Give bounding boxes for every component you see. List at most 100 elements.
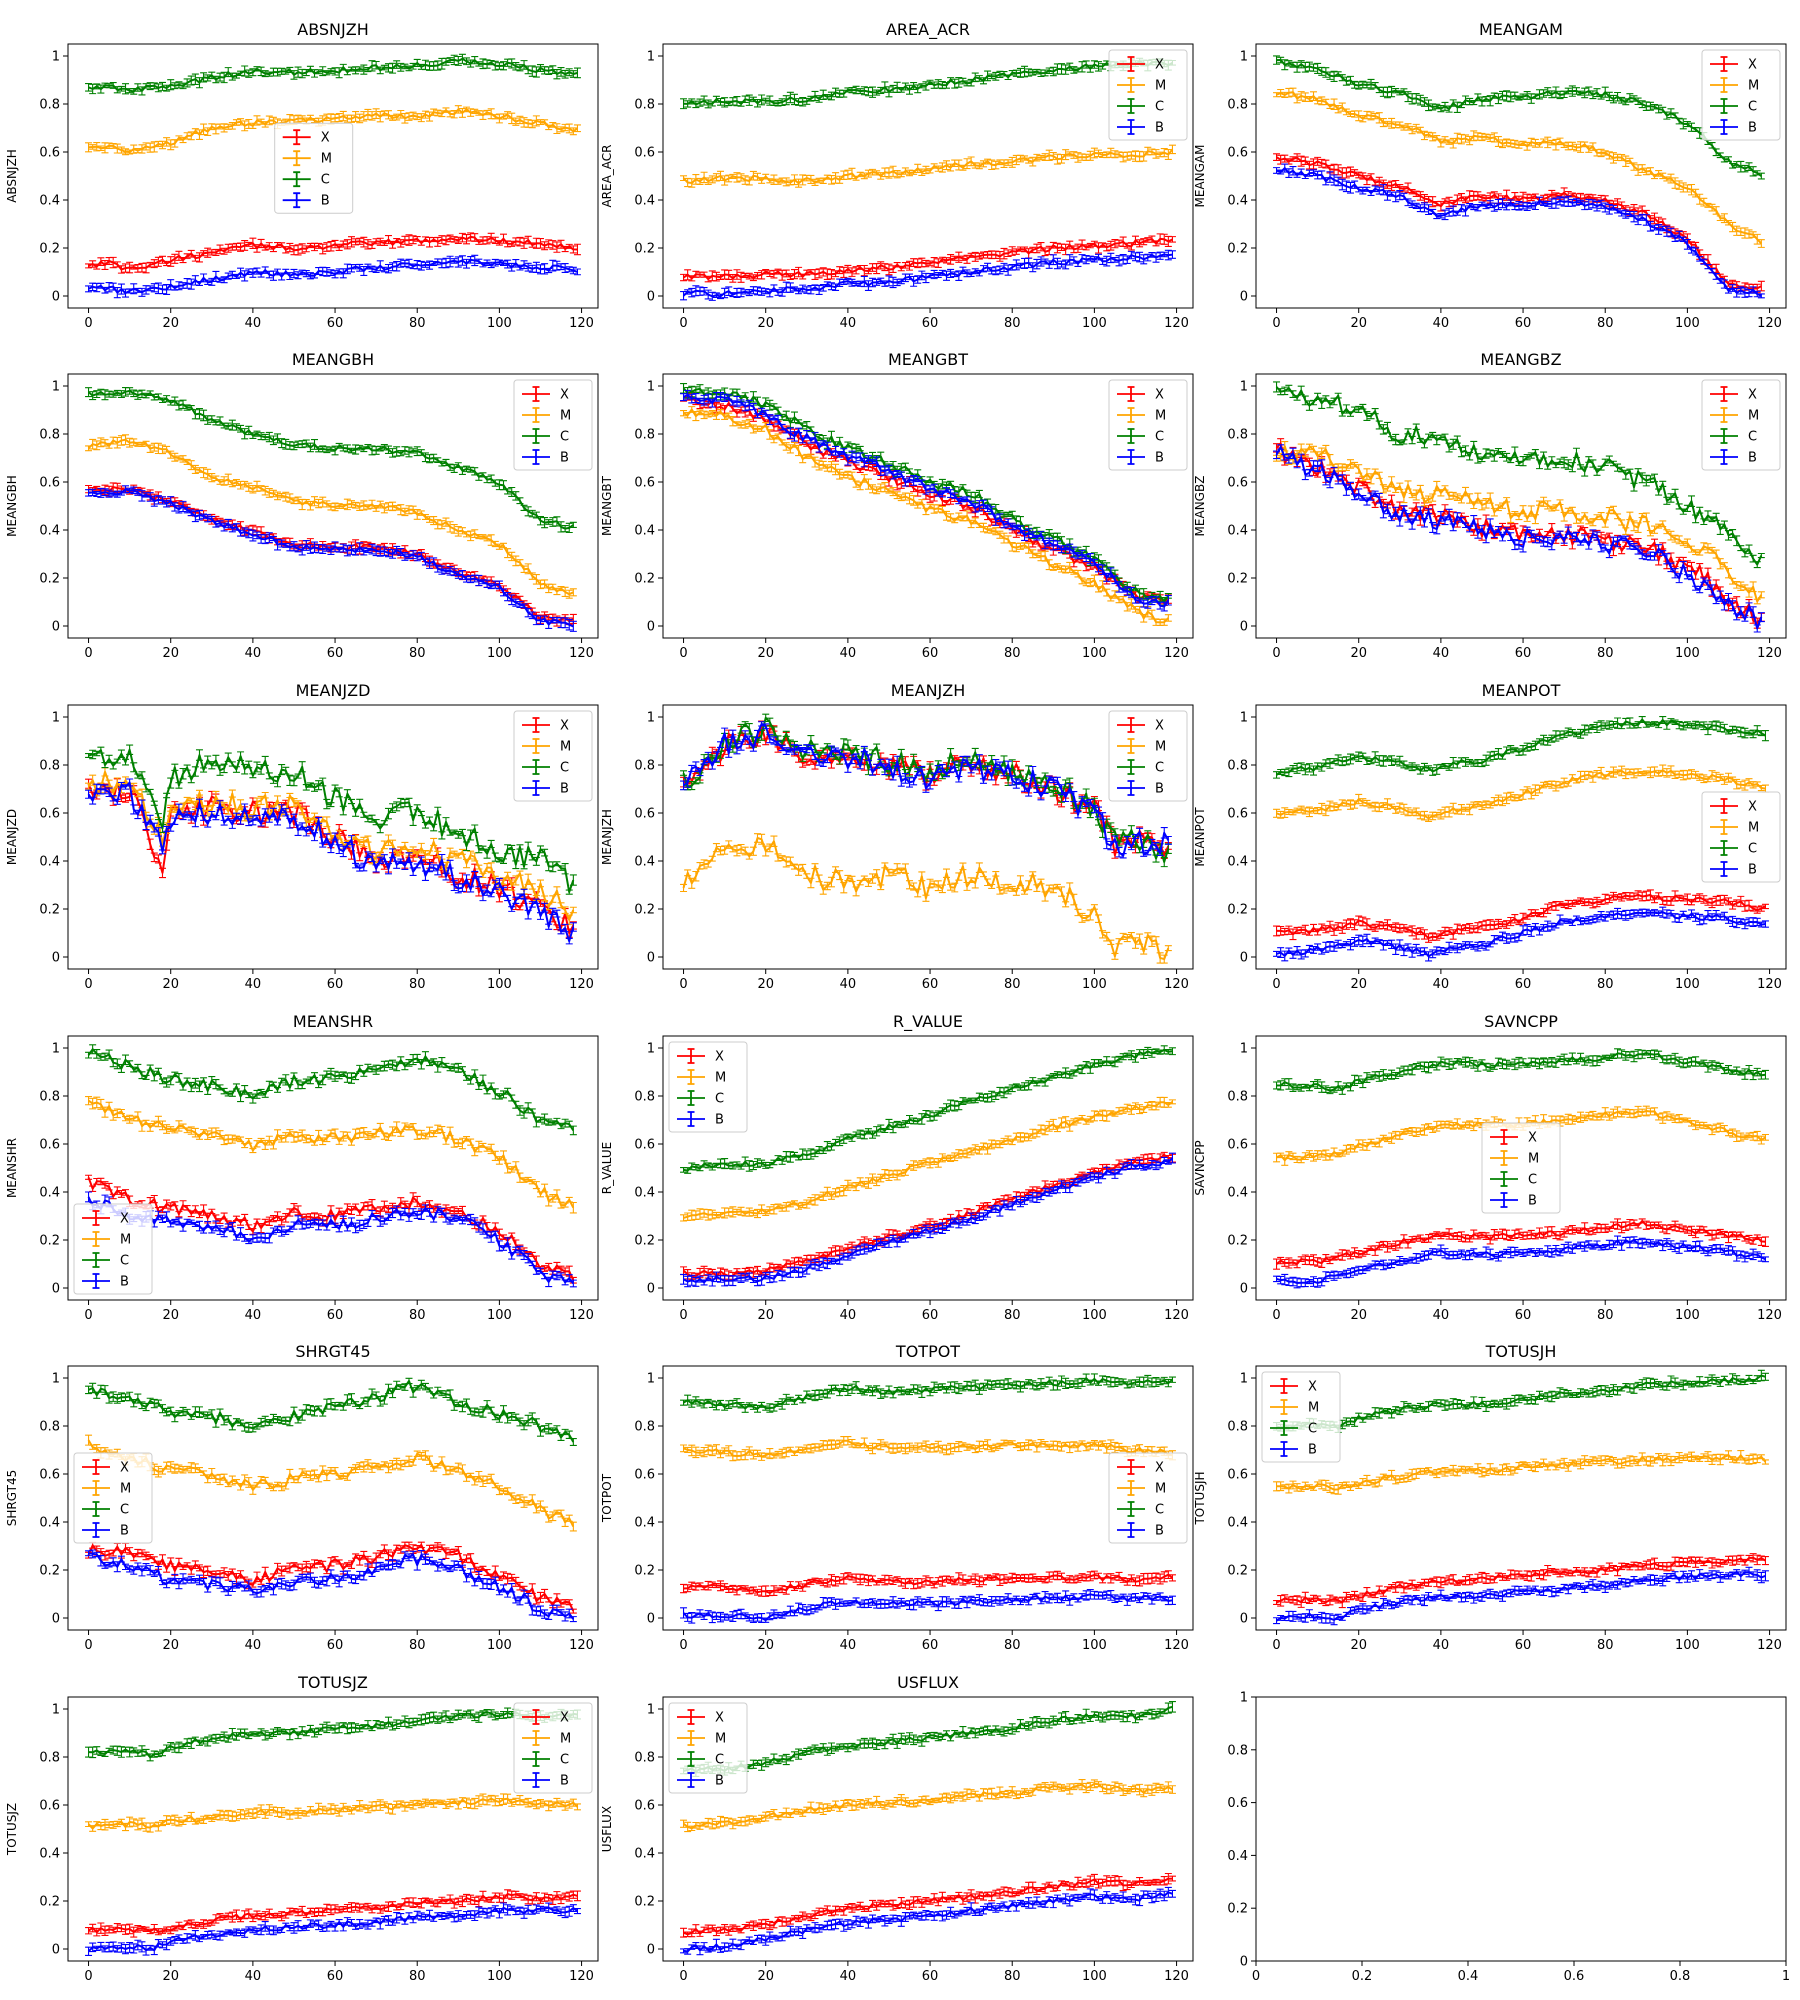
- series-line-x: [88, 235, 578, 271]
- panel-title: MEANPOT: [1482, 681, 1561, 700]
- series-line-b: [1276, 167, 1762, 297]
- y-tick-label: 0.6: [1227, 476, 1248, 491]
- legend-label-c: C: [321, 173, 330, 188]
- y-tick-label: 0.8: [39, 98, 60, 113]
- y-tick-label: 0.4: [634, 194, 655, 209]
- x-tick-label: 80: [1004, 316, 1021, 331]
- y-tick-label: 0.4: [1227, 194, 1248, 209]
- x-tick-label: 60: [327, 646, 344, 661]
- y-tick-label: 0.8: [1227, 98, 1248, 113]
- y-tick-label: 0.8: [634, 98, 655, 113]
- series-b: [680, 389, 1172, 612]
- legend-label-x: X: [1748, 388, 1757, 403]
- y-tick-label: 0.6: [39, 476, 60, 491]
- x-tick-label: 60: [922, 977, 939, 992]
- y-tick-label: 0: [52, 951, 60, 966]
- legend-label-b: B: [560, 451, 569, 466]
- panel-title: MEANGBZ: [1480, 350, 1561, 369]
- x-tick-label: 20: [1350, 646, 1367, 661]
- x-tick-label: 40: [245, 977, 262, 992]
- x-tick-label: 0: [84, 316, 92, 331]
- series-m: [85, 105, 581, 156]
- legend-label-c: C: [1748, 430, 1757, 445]
- subplot-meanjzd: 0 20 40 60 80 100 12000.20.40.60.81MEANJZDMEAN…: [5, 681, 599, 992]
- y-tick-label: 0.4: [1227, 524, 1248, 539]
- y-tick-label: 0: [647, 290, 655, 305]
- y-tick-label: 1: [647, 711, 655, 726]
- y-tick-label: 1: [52, 50, 60, 65]
- x-tick-label: 40: [1433, 316, 1450, 331]
- legend-label-x: X: [321, 131, 330, 146]
- y-tick-label: 0.6: [634, 807, 655, 822]
- subplot-meanshr: 0 20 40 60 80 100 12000.20.40.60.81MEANSHRMEAN…: [5, 1012, 599, 1323]
- x-tick-label: 80: [409, 1308, 426, 1323]
- x-tick-label: 80: [409, 316, 426, 331]
- series-b: [85, 254, 581, 299]
- error-bar: [569, 874, 577, 886]
- panel-title: MEANGBT: [888, 350, 968, 369]
- y-tick-label: 0.4: [634, 855, 655, 870]
- y-tick-label: 0.8: [1227, 428, 1248, 443]
- y-axis-label: MEANGBZ: [1193, 476, 1207, 537]
- x-tick-label: 0: [679, 977, 687, 992]
- y-axis-label: MEANGAM: [1193, 145, 1207, 208]
- legend-label-c: C: [1155, 100, 1164, 115]
- x-tick-label: 0: [1272, 646, 1280, 661]
- x-tick-label: 80: [1597, 646, 1614, 661]
- series-x: [680, 233, 1176, 283]
- series-c: [680, 57, 1176, 110]
- y-tick-label: 0: [52, 290, 60, 305]
- subplot-meangbh: 0 20 40 60 80 100 12000.20.40.60.81MEANGBHMEAN…: [5, 350, 599, 661]
- legend-label-m: M: [1155, 740, 1166, 755]
- legend-label-m: M: [1748, 79, 1759, 94]
- x-tick-label: 60: [922, 316, 939, 331]
- series-line-x: [1276, 893, 1766, 940]
- x-tick-label: 120: [1164, 977, 1189, 992]
- x-tick-label: 80: [1004, 977, 1021, 992]
- series-line-m: [87, 438, 574, 596]
- x-tick-label: 80: [409, 646, 426, 661]
- legend-label-m: M: [560, 409, 571, 424]
- x-tick-label: 120: [569, 646, 594, 661]
- legend-label-c: C: [1748, 100, 1757, 115]
- panel-title: AREA_ACR: [886, 20, 970, 40]
- series-line-m: [88, 108, 579, 153]
- y-tick-label: 0.2: [634, 242, 655, 257]
- y-tick-label: 0: [1240, 951, 1248, 966]
- series-line-x: [1275, 156, 1762, 290]
- subplot-meangbz: 0 20 40 60 80 100 12000.20.40.60.81MEANGBZMEAN…: [1193, 350, 1787, 661]
- legend-label-c: C: [1155, 761, 1164, 776]
- legend-label-b: B: [560, 782, 569, 797]
- y-tick-label: 1: [52, 711, 60, 726]
- series-line-m: [1276, 769, 1766, 820]
- y-tick-label: 0.4: [39, 1186, 60, 1201]
- x-tick-label: 60: [922, 646, 939, 661]
- legend-marker-c: [282, 171, 311, 188]
- x-tick-label: 100: [487, 646, 512, 661]
- series-m: [680, 144, 1176, 188]
- legend-label-c: C: [1155, 430, 1164, 445]
- y-tick-label: 0.6: [39, 1138, 60, 1153]
- y-tick-label: 0: [52, 1282, 60, 1297]
- series-line-m: [682, 837, 1170, 961]
- legend-label-x: X: [560, 719, 569, 734]
- y-tick-label: 0.2: [1227, 242, 1248, 257]
- series-m: [680, 833, 1172, 964]
- y-tick-label: 0.2: [1227, 572, 1248, 587]
- legend-label-b: B: [1748, 121, 1757, 136]
- y-axis-label: MEANPOT: [1193, 807, 1207, 867]
- x-tick-label: 120: [569, 977, 594, 992]
- x-tick-label: 40: [245, 316, 262, 331]
- y-tick-label: 0.8: [634, 428, 655, 443]
- legend-label-x: X: [1748, 58, 1757, 73]
- x-tick-label: 0: [679, 316, 687, 331]
- x-tick-label: 100: [487, 316, 512, 331]
- x-tick-label: 40: [1433, 646, 1450, 661]
- y-tick-label: 0.4: [39, 855, 60, 870]
- y-tick-label: 0: [647, 620, 655, 635]
- y-tick-label: 0.2: [39, 1234, 60, 1249]
